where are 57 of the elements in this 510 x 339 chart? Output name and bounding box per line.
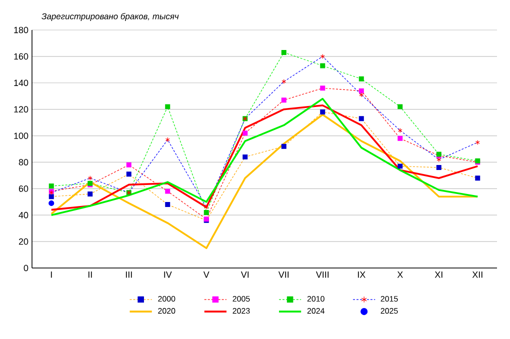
point [48, 194, 54, 200]
x-tick-label: I [50, 272, 52, 278]
point [281, 50, 286, 55]
point [358, 88, 364, 94]
point [359, 92, 364, 98]
x-tick-label: VI [240, 272, 249, 278]
x-tick-label: IV [164, 272, 172, 278]
chart-title: Зарегистрировано браков, тысяч [42, 13, 179, 21]
point [165, 104, 170, 110]
point [358, 76, 364, 82]
point [88, 176, 92, 181]
point [320, 63, 326, 68]
point [281, 98, 286, 103]
point [320, 86, 326, 91]
x-tick-label: XI [434, 272, 442, 278]
point [165, 137, 170, 142]
y-tick-label: 80 [18, 159, 28, 166]
point [126, 162, 132, 168]
point [282, 79, 286, 84]
point [126, 172, 132, 177]
point [88, 191, 93, 196]
y-tick-label: 180 [14, 26, 28, 34]
x-tick-label: IX [358, 272, 366, 278]
point [165, 202, 170, 208]
point [398, 164, 403, 169]
point [48, 200, 54, 206]
y-tick-label: 140 [14, 80, 28, 86]
y-tick-label: 100 [14, 132, 28, 139]
y-tick-label: 160 [14, 53, 28, 60]
y-tick-label: 60 [18, 185, 28, 192]
point [475, 176, 480, 181]
y-tick-label: 20 [18, 238, 28, 245]
point [436, 157, 442, 162]
point [242, 154, 248, 160]
point [475, 140, 480, 145]
point [436, 165, 442, 170]
x-tick-label: XII [472, 272, 482, 278]
x-tick-label: VII [278, 272, 289, 278]
point [281, 144, 286, 149]
point [358, 116, 364, 122]
point [242, 130, 248, 136]
y-tick-label: 40 [18, 212, 28, 218]
point [48, 184, 54, 189]
point [320, 109, 326, 114]
x-tick-label: III [126, 272, 132, 278]
point [165, 188, 170, 194]
x-tick-label: II [88, 272, 92, 278]
point [320, 54, 325, 59]
point [204, 210, 209, 215]
point [398, 128, 402, 133]
point [398, 104, 403, 110]
x-tick-label: VIII [316, 272, 329, 278]
y-tick-label: 120 [14, 106, 28, 113]
point [398, 136, 403, 141]
y-tick-label: 0 [24, 264, 28, 272]
x-tick-label: X [397, 272, 403, 278]
x-tick-label: V [203, 272, 210, 278]
